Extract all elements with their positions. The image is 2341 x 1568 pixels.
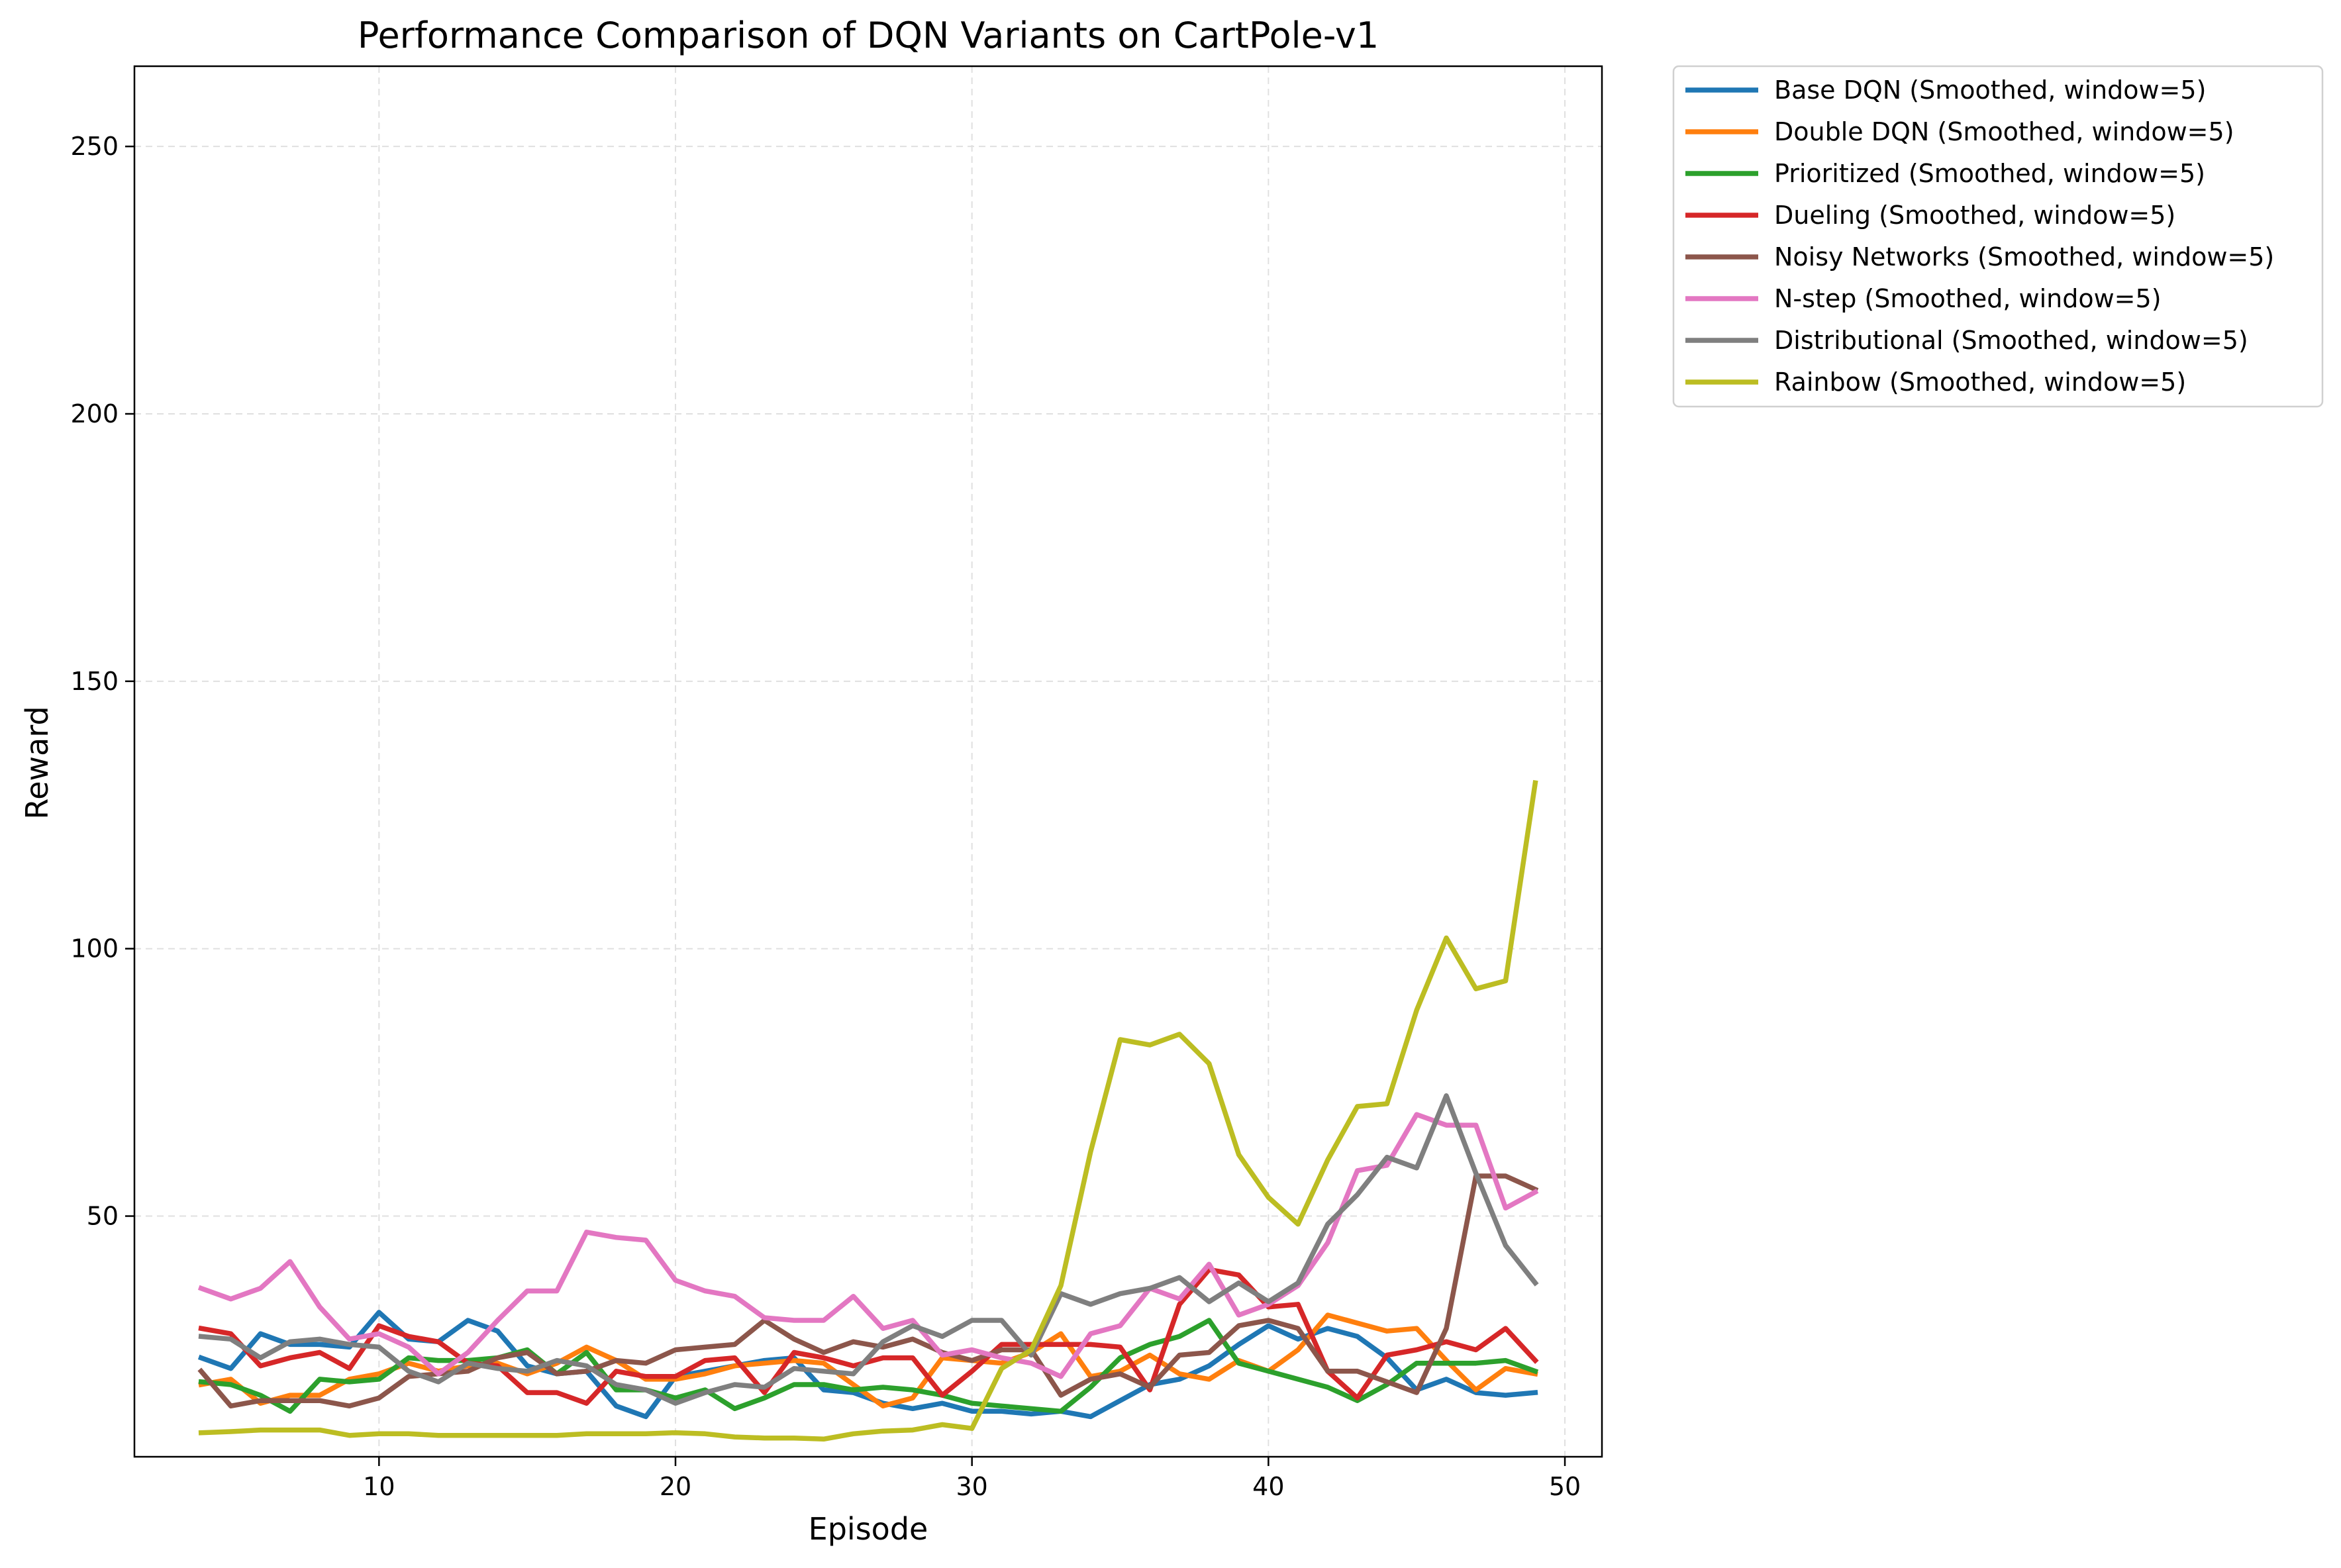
legend-box	[1672, 65, 2324, 408]
legend-label-7: Rainbow (Smoothed, window=5)	[1774, 368, 2186, 397]
legend-label-1: Double DQN (Smoothed, window=5)	[1774, 117, 2234, 146]
y-tick-label: 200	[70, 399, 119, 428]
y-tick-label: 100	[70, 934, 119, 963]
legend-label-4: Noisy Networks (Smoothed, window=5)	[1774, 242, 2274, 271]
y-tick-label: 150	[70, 667, 119, 696]
x-tick-label: 40	[1252, 1472, 1284, 1501]
legend-label-3: Dueling (Smoothed, window=5)	[1774, 201, 2175, 230]
legend-label-5: N-step (Smoothed, window=5)	[1774, 284, 2162, 313]
y-tick-label: 50	[87, 1202, 119, 1231]
plot-frame	[133, 65, 1603, 1458]
legend: Base DQN (Smoothed, window=5) Double DQN …	[1672, 65, 2324, 408]
tick-layer: 10 20 30 40 50 50 100 150 200 250	[70, 132, 1581, 1501]
x-tick-label: 20	[660, 1472, 691, 1501]
legend-label-0: Base DQN (Smoothed, window=5)	[1774, 75, 2206, 105]
x-tick-label: 30	[956, 1472, 988, 1501]
series-layer	[197, 780, 1539, 1442]
x-tick-label: 50	[1549, 1472, 1581, 1501]
series-line-3	[198, 1267, 1539, 1406]
x-tick-label: 10	[363, 1472, 395, 1501]
x-axis-label: Episode	[809, 1511, 928, 1547]
y-tick-label: 250	[70, 132, 119, 161]
legend-label-6: Distributional (Smoothed, window=5)	[1774, 326, 2248, 355]
series-line-7	[198, 780, 1538, 1442]
series-line-6	[198, 1093, 1539, 1406]
y-axis-label: Reward	[19, 706, 55, 819]
legend-label-2: Prioritized (Smoothed, window=5)	[1774, 159, 2205, 188]
grid-layer	[134, 66, 1602, 1457]
series-line-5	[197, 1112, 1539, 1379]
chart-title: Performance Comparison of DQN Variants o…	[358, 15, 1379, 56]
series-line-4	[197, 1173, 1539, 1409]
